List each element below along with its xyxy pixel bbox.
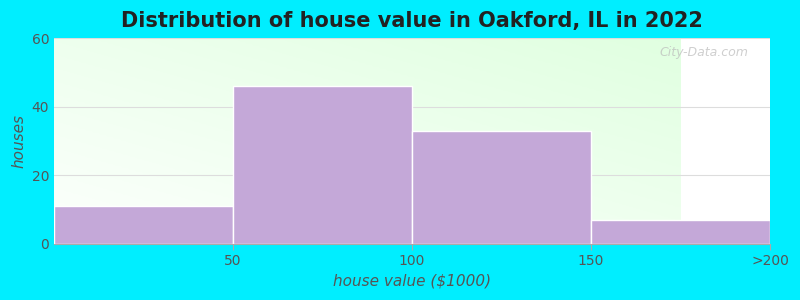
Text: City-Data.com: City-Data.com (660, 46, 749, 59)
X-axis label: house value ($1000): house value ($1000) (333, 274, 491, 289)
Title: Distribution of house value in Oakford, IL in 2022: Distribution of house value in Oakford, … (121, 11, 703, 31)
Bar (233, 86, 412, 244)
Bar (412, 131, 591, 244)
Bar (54, 206, 233, 244)
Bar (591, 220, 770, 244)
Y-axis label: houses: houses (11, 114, 26, 168)
